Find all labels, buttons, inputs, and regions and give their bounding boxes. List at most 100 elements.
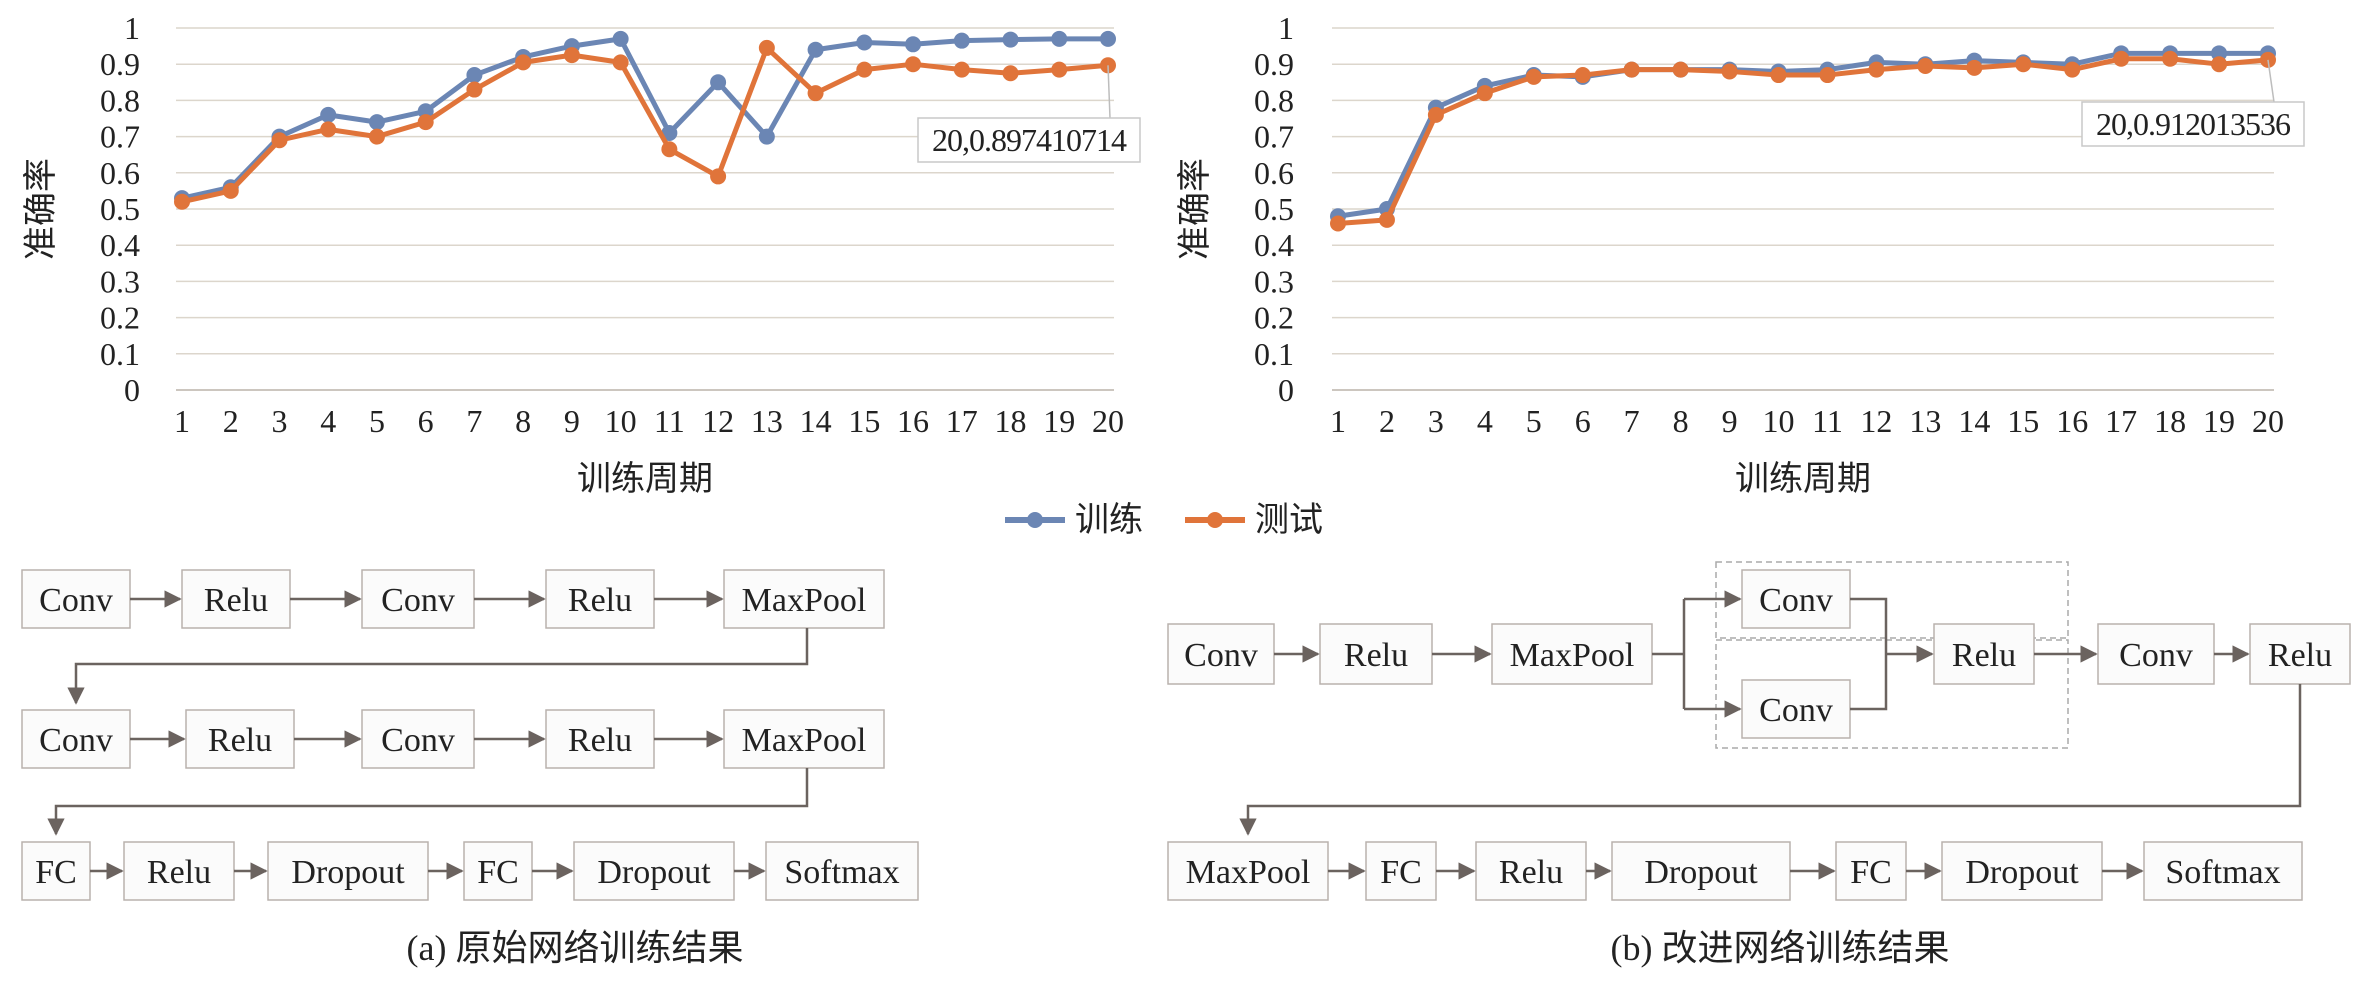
chart-a-annotation-box	[917, 117, 1141, 163]
chart-b-y-tick-label: 0.5	[1254, 191, 1294, 227]
chart-a-point-test	[368, 128, 385, 145]
chart-a-point-test	[1002, 65, 1019, 82]
chart-b-point-test	[1574, 67, 1591, 84]
chart-b-y-tick-label: 0.4	[1254, 227, 1294, 263]
chart-b-x-tick-label: 20	[2252, 403, 2284, 439]
chart-a-point-test	[758, 39, 775, 56]
svg-text:Relu: Relu	[1344, 637, 1408, 674]
chart-b-x-tick-label: 4	[1477, 403, 1493, 439]
caption-a: (a) 原始网络训练结果	[407, 928, 744, 968]
chart-a-point-test	[1051, 61, 1068, 78]
diagram-b-row1-box-1: Conv	[1167, 623, 1275, 685]
chart-a-point-test	[515, 54, 532, 71]
svg-text:FC: FC	[1380, 854, 1422, 891]
svg-text:Relu: Relu	[204, 582, 268, 619]
chart-b-x-tick-label: 16	[2056, 403, 2088, 439]
chart-b-point-test	[2162, 50, 2179, 67]
svg-text:Relu: Relu	[2268, 637, 2332, 674]
chart-a-y-tick-label: 0.7	[100, 119, 140, 155]
chart-a-y-tick-label: 0.1	[100, 336, 140, 372]
svg-text:FC: FC	[35, 854, 77, 891]
chart-a-annotation-label: 20,0.897410714	[932, 122, 1127, 158]
diagram-a-row3-box-2: Relu	[123, 841, 235, 901]
chart-a-point-test	[807, 85, 824, 102]
svg-text:FC: FC	[1850, 854, 1892, 891]
chart-b-point-test	[1966, 59, 1983, 76]
legend: 训练 测试	[1005, 501, 1323, 539]
chart-a-point-test	[222, 182, 239, 199]
chart-a-point-test	[953, 61, 970, 78]
chart-a-y-tick-label: 0.5	[100, 191, 140, 227]
legend-train-label: 训练	[1075, 501, 1143, 539]
svg-text:Relu: Relu	[208, 722, 272, 759]
chart-b-point-test	[1721, 63, 1738, 80]
chart-b-point-test	[1330, 215, 1346, 232]
svg-text:MaxPool: MaxPool	[742, 722, 867, 759]
chart-b-x-tick-label: 10	[1763, 403, 1795, 439]
chart-b-x-tick-label: 1	[1330, 403, 1346, 439]
svg-text:Relu: Relu	[147, 854, 211, 891]
chart-a-point-test	[856, 61, 873, 78]
chart-b-point-test	[1819, 67, 1836, 84]
svg-text:Dropout: Dropout	[291, 854, 405, 891]
svg-text:Dropout: Dropout	[1965, 854, 2079, 891]
chart-b-y-tick-label: 0.9	[1254, 46, 1294, 82]
diagram-b-row2-box-5: FC	[1835, 841, 1907, 901]
legend-test-marker	[1207, 512, 1223, 528]
parallel-branch-frame	[1715, 639, 2069, 749]
chart-a-x-axis-label: 训练周期	[577, 460, 713, 498]
chart-b-x-tick-label: 8	[1673, 403, 1689, 439]
arrow	[67, 628, 809, 705]
legend-train-marker	[1027, 512, 1043, 528]
chart-a-x-tick-label: 5	[369, 403, 385, 439]
svg-text:MaxPool: MaxPool	[1186, 854, 1311, 891]
svg-text:Conv: Conv	[2119, 637, 2193, 674]
svg-text:Conv: Conv	[39, 722, 113, 759]
svg-text:Conv: Conv	[381, 722, 455, 759]
chart-b-x-tick-label: 9	[1722, 403, 1738, 439]
chart-a-point-train	[758, 128, 775, 145]
chart-a-x-tick-label: 15	[848, 403, 880, 439]
chart-a-x-tick-label: 11	[654, 403, 685, 439]
legend-test-label: 测试	[1255, 502, 1323, 539]
chart-a-x-tick-label: 12	[702, 403, 734, 439]
chart-a-x-tick-label: 13	[751, 403, 783, 439]
chart-a-point-test	[710, 168, 727, 185]
chart-b-point-test	[1770, 67, 1787, 84]
chart-b-point-test	[1378, 211, 1395, 228]
chart-b-point-test	[1868, 61, 1885, 78]
chart-a-point-test	[612, 54, 629, 71]
diagram-a-row3-box-5: Dropout	[573, 841, 735, 901]
chart-a-point-test	[271, 132, 288, 149]
chart-a-point-test	[563, 47, 580, 64]
chart-a-x-tick-label: 9	[564, 403, 580, 439]
diagram-a-row1-box-4: Relu	[545, 569, 655, 629]
chart-b-x-tick-label: 11	[1812, 403, 1843, 439]
diagram-a-row2-box-4: Relu	[545, 709, 655, 769]
chart-b-point-test	[2113, 50, 2130, 67]
diagram-b-row1-box-6: Relu	[1933, 623, 2035, 685]
diagram-a-row3-box-4: FC	[463, 841, 533, 901]
parallel-branch-frame	[1715, 561, 2069, 639]
diagram-a-row2-box-3: Conv	[361, 709, 475, 769]
chart-a-point-test	[417, 114, 434, 131]
chart-b-series-line-train	[1337, 50, 2268, 219]
chart-b-point-test	[2015, 56, 2032, 73]
chart-a-point-train	[1100, 30, 1116, 47]
caption-b: (b) 改进网络训练结果	[1611, 928, 1950, 968]
diagram-b-row2-box-1: MaxPool	[1167, 841, 1329, 901]
svg-text:Relu: Relu	[568, 582, 632, 619]
chart-b-point-test	[2064, 61, 2081, 78]
chart-a-point-train	[612, 30, 629, 47]
chart-b-y-tick-label: 0.3	[1254, 263, 1294, 299]
diagram-a-row2-box-5: MaxPool	[723, 709, 885, 769]
diagram-a-row1-box-3: Conv	[361, 569, 475, 629]
chart-a-x-tick-label: 4	[320, 403, 336, 439]
diagram-b-row1-box-4: Conv	[1741, 569, 1851, 629]
chart-b-point-test	[1525, 68, 1542, 85]
chart-a-x-tick-label: 2	[223, 403, 239, 439]
diagram-a-row1-box-5: MaxPool	[723, 569, 885, 629]
diagram-improved-network: Conv Relu MaxPool Conv Conv Relu Conv Re…	[1167, 561, 2351, 968]
arrow	[47, 768, 809, 836]
